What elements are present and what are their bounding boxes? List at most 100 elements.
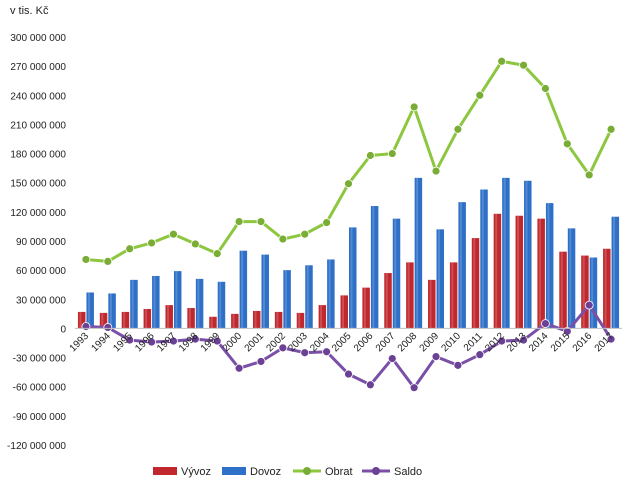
- point-saldo-2013: [519, 335, 528, 345]
- bar-vývoz-2016: [581, 255, 589, 329]
- bar-vývoz-2012: [493, 213, 502, 329]
- point-obrat-2003: [300, 229, 310, 239]
- unit-label: v tis. Kč: [10, 5, 49, 17]
- bar-highlight: [197, 278, 200, 329]
- bar-highlight: [101, 312, 104, 329]
- point-saldo-2010: [453, 360, 463, 370]
- y-tick-label: 300 000 000: [10, 33, 66, 44]
- point-saldo-2014: [541, 319, 550, 328]
- y-tick-label: 90 000 000: [16, 237, 66, 248]
- point-saldo-2017: [606, 334, 616, 344]
- y-tick-label: 270 000 000: [10, 62, 66, 73]
- y-tick-label: -60 000 000: [13, 383, 67, 394]
- legend-marker: [372, 467, 380, 475]
- legend-label: Obrat: [325, 466, 353, 478]
- point-saldo-2001: [256, 357, 266, 366]
- point-saldo-2004: [322, 347, 332, 357]
- bar-dovoz-2001: [261, 254, 269, 329]
- x-tick-label: 2016: [571, 330, 595, 354]
- bar-highlight: [276, 311, 279, 329]
- point-saldo-2002: [278, 343, 288, 353]
- bar-vývoz-2014: [537, 218, 545, 329]
- x-tick-label: 2005: [330, 330, 354, 354]
- point-saldo-1999: [212, 336, 222, 346]
- bar-highlight: [262, 254, 265, 329]
- bar-vývoz-2000: [231, 313, 239, 329]
- point-obrat-2008: [409, 102, 419, 112]
- y-tick-label: -90 000 000: [13, 412, 67, 423]
- line-obrat: [85, 59, 613, 263]
- bar-vývoz-2008: [406, 262, 414, 329]
- bar-vývoz-2003: [296, 312, 305, 329]
- point-saldo-2007: [387, 354, 397, 363]
- bar-highlight: [328, 259, 331, 329]
- point-saldo-2000: [234, 363, 244, 373]
- bar-highlight: [503, 177, 506, 329]
- y-tick-label: 120 000 000: [10, 208, 66, 219]
- bar-highlight: [232, 313, 235, 329]
- legend-swatch: [222, 467, 246, 475]
- bar-highlight: [451, 262, 454, 329]
- bar-highlight: [569, 228, 572, 329]
- point-saldo-2011: [475, 350, 485, 360]
- point-saldo-2016: [584, 300, 594, 310]
- point-obrat-1998: [190, 239, 200, 249]
- bar-highlight: [219, 281, 222, 329]
- point-saldo-1997: [169, 336, 178, 346]
- bar-vývoz-2001: [252, 310, 261, 329]
- point-obrat-2004: [322, 218, 332, 227]
- bar-dovoz-2012: [502, 177, 510, 329]
- legend: Vývoz Dovoz Obrat Saldo: [153, 466, 422, 478]
- bar-highlight: [284, 270, 287, 329]
- bar-highlight: [438, 229, 441, 329]
- bar-vývoz-2007: [384, 273, 392, 329]
- bar-series-group: [77, 177, 620, 329]
- bar-highlight: [363, 287, 366, 329]
- bar-dovoz-2014: [545, 203, 554, 329]
- y-tick-label: 240 000 000: [10, 91, 66, 102]
- bar-highlight: [79, 311, 82, 329]
- bar-highlight: [429, 279, 432, 329]
- point-saldo-1994: [103, 323, 113, 332]
- bar-dovoz-2006: [370, 206, 379, 329]
- legend-item-dovoz: Dovoz: [222, 466, 281, 478]
- bar-dovoz-2008: [414, 177, 423, 329]
- point-obrat-1999: [212, 249, 222, 259]
- y-tick-label: 150 000 000: [10, 179, 66, 190]
- legend-label: Dovoz: [250, 466, 281, 478]
- bar-dovoz-1998: [195, 278, 204, 329]
- bar-highlight: [145, 309, 148, 329]
- point-obrat-2006: [365, 151, 375, 160]
- bar-highlight: [547, 203, 550, 329]
- point-saldo-1996: [147, 337, 156, 347]
- point-obrat-1993: [81, 255, 91, 264]
- bar-highlight: [517, 215, 520, 329]
- bar-highlight: [394, 218, 397, 329]
- bar-vývoz-2005: [340, 295, 348, 329]
- bar-vývoz-1997: [165, 305, 173, 329]
- y-tick-label: -120 000 000: [7, 441, 66, 452]
- bar-dovoz-2005: [349, 227, 357, 329]
- x-tick-label: 2000: [221, 330, 245, 354]
- x-tick-label: 2010: [440, 330, 464, 354]
- bar-highlight: [582, 255, 585, 329]
- bar-dovoz-1993: [86, 292, 94, 329]
- line-series-group: [81, 56, 616, 393]
- y-tick-label: 0: [60, 324, 66, 335]
- bar-highlight: [604, 248, 607, 329]
- legend-swatch: [153, 467, 177, 475]
- point-obrat-2007: [387, 149, 397, 158]
- bar-highlight: [320, 305, 323, 329]
- bar-highlight: [210, 316, 213, 329]
- y-tick-label: 180 000 000: [10, 150, 66, 161]
- bar-dovoz-2010: [458, 202, 466, 329]
- bar-dovoz-1994: [108, 293, 116, 329]
- bar-highlight: [188, 308, 191, 329]
- bar-dovoz-1999: [217, 281, 226, 329]
- bar-dovoz-1997: [173, 271, 182, 329]
- bar-dovoz-2009: [436, 229, 445, 329]
- point-obrat-2015: [562, 139, 572, 149]
- point-obrat-2011: [475, 90, 485, 100]
- bar-vývoz-2017: [603, 248, 611, 329]
